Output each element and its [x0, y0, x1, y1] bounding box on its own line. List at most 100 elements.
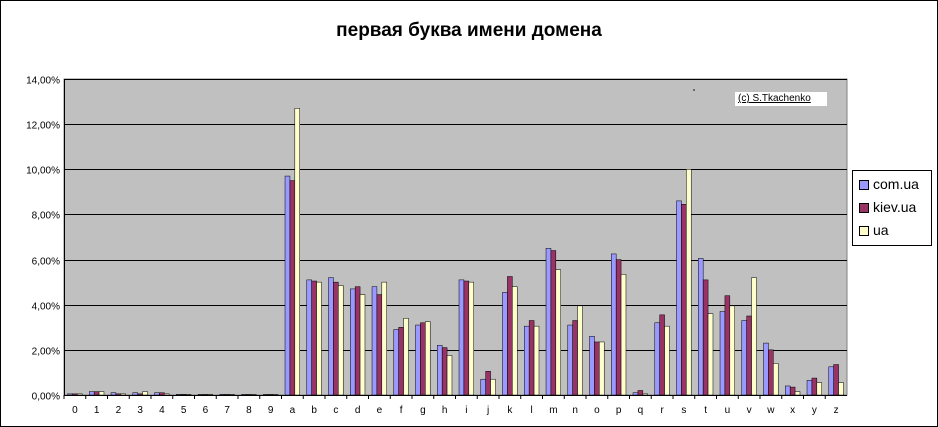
x-tick-label: q	[638, 405, 644, 416]
bar-kiev-ua-8	[246, 394, 252, 396]
x-tick-label: y	[812, 405, 817, 416]
bar-kiev-ua-3	[137, 393, 143, 396]
legend-label-com-ua: com.ua	[873, 176, 919, 192]
x-tick-label: b	[311, 405, 317, 416]
bar-ua-v	[751, 277, 757, 396]
bar-com-ua-7	[219, 394, 225, 396]
bar-ua-p	[620, 273, 627, 396]
bar-kiev-ua-l	[528, 320, 535, 396]
bar-ua-a	[294, 108, 300, 396]
bar-com-ua-8	[241, 394, 247, 396]
bar-kiev-ua-a	[289, 180, 296, 396]
bar-ua-0	[77, 393, 83, 396]
bar-com-ua-g	[415, 324, 421, 396]
bar-kiev-ua-u	[724, 295, 731, 396]
bar-ua-l	[533, 325, 540, 396]
bar-ua-b	[316, 281, 322, 396]
bar-ua-r	[664, 325, 670, 396]
bar-com-ua-1	[89, 391, 95, 396]
bar-com-ua-o	[589, 336, 595, 396]
x-tick-label: h	[442, 405, 448, 416]
bar-ua-9	[272, 394, 279, 396]
x-tick-label: x	[790, 405, 795, 416]
y-tick-label: 14,00%	[26, 76, 60, 87]
bar-com-ua-z	[828, 366, 834, 396]
bar-com-ua-s	[676, 200, 682, 396]
bar-ua-g	[425, 321, 431, 396]
bar-com-ua-2	[110, 392, 117, 396]
bar-kiev-ua-9	[267, 394, 274, 396]
legend-label-kiev-ua: kiev.ua	[873, 199, 917, 215]
bar-kiev-ua-n	[572, 320, 578, 396]
bar-ua-3	[142, 391, 148, 396]
bar-ua-n	[577, 305, 583, 396]
bar-ua-2	[120, 393, 126, 396]
x-tick-label: s	[681, 405, 686, 416]
x-tick-label: r	[660, 405, 664, 416]
x-tick-label: d	[355, 405, 361, 416]
bar-kiev-ua-q	[637, 390, 644, 396]
bar-com-ua-a	[284, 175, 291, 396]
bar-com-ua-3	[132, 392, 138, 396]
bar-kiev-ua-c	[333, 281, 339, 396]
bar-kiev-ua-w	[768, 349, 774, 396]
bar-com-ua-5	[176, 394, 182, 396]
bar-com-ua-v	[741, 320, 747, 396]
x-tick-label: c	[333, 405, 338, 416]
bar-kiev-ua-d	[354, 286, 361, 396]
x-tick-label: 3	[137, 405, 143, 416]
bar-kiev-ua-1	[93, 391, 100, 396]
chart-title: первая буква имени домена	[336, 20, 602, 41]
y-tick-label: 4,00%	[32, 302, 60, 313]
bar-com-ua-h	[437, 345, 443, 396]
x-tick-label: i	[465, 405, 467, 416]
bar-kiev-ua-b	[311, 280, 317, 396]
bar-ua-h	[446, 355, 453, 396]
bar-com-ua-9	[263, 394, 269, 396]
bar-ua-s	[686, 169, 692, 396]
copyright-annotation: (c) S.Tkachenko	[735, 92, 827, 106]
bar-ua-o	[599, 341, 605, 396]
bar-kiev-ua-m	[550, 250, 557, 396]
bar-com-ua-0	[67, 393, 73, 396]
plot-area	[63, 78, 848, 396]
bar-kiev-ua-r	[659, 314, 665, 396]
legend-label-ua: ua	[873, 222, 889, 238]
bar-com-ua-w	[763, 342, 769, 396]
bar-ua-6	[207, 394, 213, 396]
bar-ua-c	[338, 285, 344, 396]
grid-lines	[64, 79, 847, 351]
bar-kiev-ua-4	[159, 392, 165, 396]
legend-swatch-com-ua	[859, 180, 869, 190]
bar-com-ua-m	[545, 248, 552, 396]
bar-ua-q	[642, 393, 648, 396]
bar-ua-7	[229, 394, 235, 396]
bar-ua-j	[490, 378, 496, 396]
x-tick-label: 1	[94, 405, 100, 416]
bar-ua-z	[838, 382, 844, 396]
bar-com-ua-k	[502, 292, 508, 396]
bar-ua-8	[251, 394, 257, 396]
bar-ua-t	[707, 313, 714, 396]
stray-dot	[693, 89, 695, 91]
x-tick-label: p	[616, 405, 622, 416]
x-tick-label: 2	[116, 405, 122, 416]
bar-ua-d	[359, 294, 366, 396]
bar-kiev-ua-z	[833, 364, 839, 396]
legend-swatch-ua	[859, 226, 869, 236]
bar-kiev-ua-6	[202, 394, 209, 396]
bar-kiev-ua-f	[398, 327, 404, 396]
bar-com-ua-4	[154, 392, 160, 396]
x-tick-label: n	[572, 405, 578, 416]
bar-kiev-ua-o	[594, 341, 600, 396]
bar-com-ua-i	[458, 279, 465, 396]
y-tick-label: 12,00%	[26, 121, 60, 132]
bar-ua-x	[794, 391, 801, 396]
bar-kiev-ua-7	[224, 394, 230, 396]
y-tick-label: 6,00%	[32, 257, 60, 268]
x-tick-label: o	[594, 405, 600, 416]
x-tick-label: f	[400, 405, 403, 416]
x-tick-label: z	[834, 405, 839, 416]
bar-com-ua-f	[393, 329, 399, 396]
